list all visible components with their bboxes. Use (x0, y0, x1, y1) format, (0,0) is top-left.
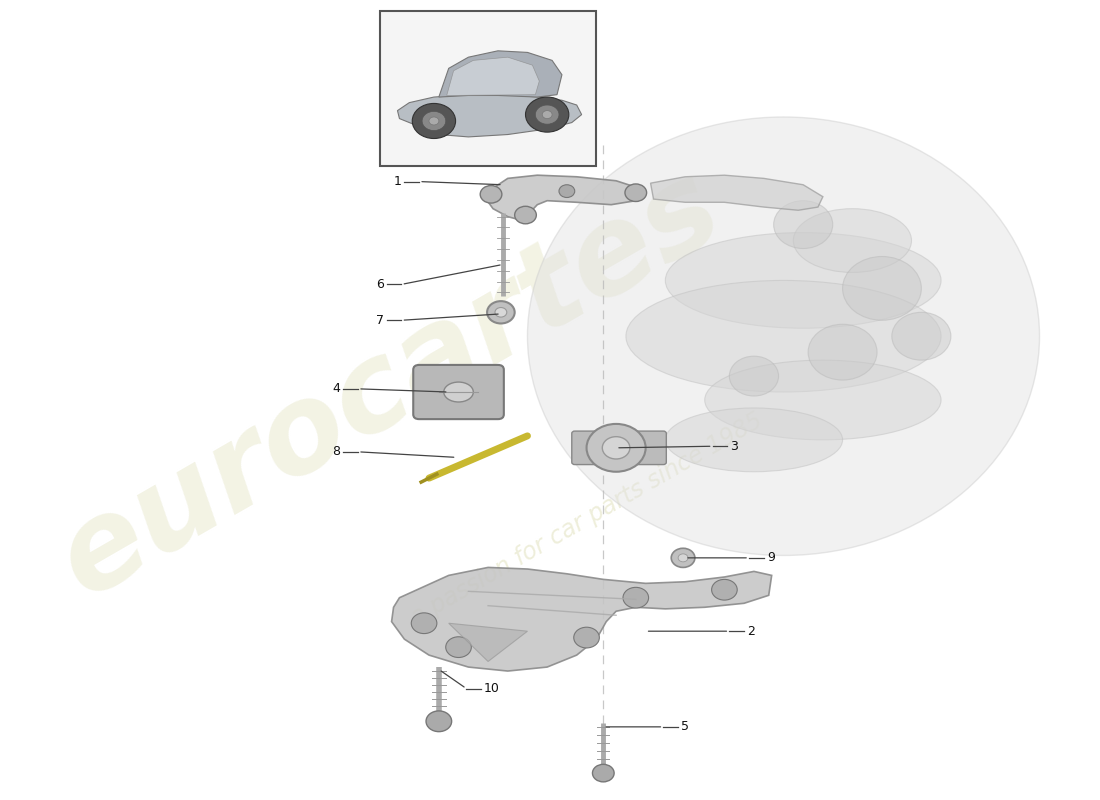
FancyBboxPatch shape (414, 365, 504, 419)
Circle shape (593, 764, 614, 782)
Ellipse shape (666, 233, 942, 328)
Circle shape (411, 613, 437, 634)
Text: a passion for car parts since 1985: a passion for car parts since 1985 (407, 409, 767, 630)
Polygon shape (439, 51, 562, 97)
Circle shape (422, 111, 446, 130)
Circle shape (481, 186, 502, 203)
Circle shape (603, 437, 630, 459)
Text: 3: 3 (730, 440, 738, 453)
Text: 8: 8 (332, 446, 340, 458)
Circle shape (536, 105, 559, 124)
Ellipse shape (528, 117, 1040, 555)
Text: 10: 10 (484, 682, 500, 695)
Polygon shape (447, 57, 539, 95)
Text: eurocartes: eurocartes (39, 147, 740, 621)
Circle shape (487, 301, 515, 323)
Polygon shape (486, 175, 640, 221)
Circle shape (892, 312, 950, 360)
Circle shape (426, 711, 452, 732)
Circle shape (678, 554, 688, 562)
Circle shape (843, 257, 922, 320)
Circle shape (773, 201, 833, 249)
Polygon shape (397, 94, 582, 137)
Circle shape (712, 579, 737, 600)
Text: 6: 6 (376, 278, 384, 291)
Polygon shape (650, 175, 823, 210)
Circle shape (542, 110, 552, 118)
Text: 5: 5 (681, 720, 689, 734)
Circle shape (412, 103, 455, 138)
Text: 4: 4 (332, 382, 340, 395)
Text: 2: 2 (747, 625, 755, 638)
Text: 9: 9 (767, 551, 774, 564)
Ellipse shape (666, 408, 843, 472)
Text: 7: 7 (376, 314, 384, 326)
Circle shape (526, 97, 569, 132)
Circle shape (429, 117, 439, 125)
Ellipse shape (443, 382, 473, 402)
Circle shape (671, 548, 695, 567)
Ellipse shape (793, 209, 912, 273)
Ellipse shape (626, 281, 942, 392)
Circle shape (495, 307, 507, 317)
Circle shape (515, 206, 537, 224)
Text: 1: 1 (394, 175, 402, 188)
Circle shape (625, 184, 647, 202)
Circle shape (574, 627, 600, 648)
Polygon shape (392, 567, 772, 671)
Bar (379, 11, 596, 166)
FancyBboxPatch shape (631, 431, 667, 465)
Circle shape (808, 324, 877, 380)
Polygon shape (449, 623, 528, 662)
FancyBboxPatch shape (572, 431, 607, 465)
Circle shape (559, 185, 574, 198)
Ellipse shape (705, 360, 942, 440)
Circle shape (623, 587, 649, 608)
Circle shape (729, 356, 779, 396)
Circle shape (586, 424, 646, 472)
Circle shape (446, 637, 471, 658)
